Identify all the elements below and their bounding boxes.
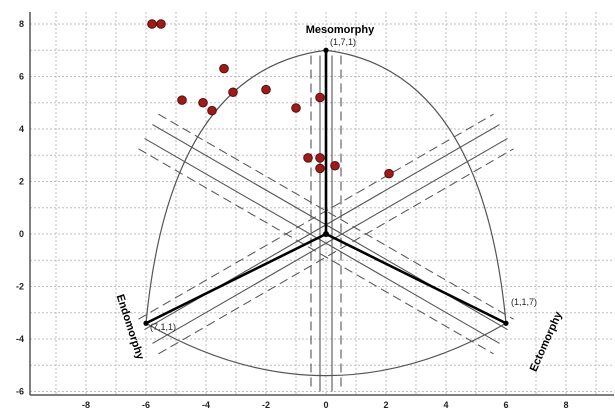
meso-vertex-label: (1,7,1) [330, 37, 356, 47]
data-point [291, 103, 301, 113]
y-tick-label: 0 [19, 229, 24, 239]
guide-line-dashed [138, 148, 494, 355]
x-tick-label: 4 [443, 400, 448, 410]
data-point [228, 87, 238, 98]
x-tick-label: 2 [383, 400, 388, 410]
y-tick-label: 2 [19, 177, 24, 187]
ecto-vertex-label: (1,1,7) [511, 297, 537, 307]
gridlines [29, 12, 614, 396]
data-point [315, 163, 325, 174]
y-tick-label: 6 [19, 72, 24, 82]
x-tick-label: -6 [142, 400, 150, 410]
data-point [303, 153, 313, 163]
data-point [156, 19, 166, 29]
x-tick-label: 8 [563, 400, 568, 410]
y-tick-label: -6 [16, 387, 24, 397]
ectomorphy-label: Ectomorphy [528, 309, 565, 373]
tick-labels: -8 -6 -4 -2 0 2 4 6 8 -6 -4 -2 0 2 4 6 8 [16, 19, 569, 410]
data-point [147, 19, 157, 29]
data-point [315, 153, 325, 163]
vertex-point [323, 47, 329, 53]
data-point [384, 168, 394, 179]
somatotype-axes [143, 47, 509, 326]
data-point [261, 84, 271, 95]
vertex-point [503, 320, 509, 326]
x-tick-label: 6 [503, 400, 508, 410]
x-tick-label: -4 [202, 400, 210, 410]
x-tick-label: 0 [323, 400, 328, 410]
y-tick-label: -4 [16, 334, 24, 344]
data-point [315, 92, 325, 103]
guide-line-solid [144, 137, 500, 344]
data-point [207, 105, 217, 116]
y-tick-label: -2 [16, 282, 24, 292]
outline-arc-bottom [145, 322, 507, 377]
endomorphy-label: Endomorphy [114, 293, 147, 362]
mesomorphy-label: Mesomorphy [306, 24, 375, 36]
data-point [177, 95, 187, 105]
y-tick-label: 8 [19, 19, 24, 29]
guide-line-dashed [158, 148, 514, 355]
somatochart-guides [138, 49, 514, 392]
outline-arc-right [325, 49, 507, 324]
guide-line-dashed [138, 113, 494, 320]
data-point [330, 160, 340, 171]
endo-vertex-label: (7,1,1) [150, 322, 176, 332]
data-points [147, 19, 394, 179]
guide-line-solid [152, 137, 508, 344]
vertex-point [143, 320, 149, 326]
guide-line-dashed [158, 113, 514, 320]
x-tick-label: -8 [82, 400, 90, 410]
data-point [198, 97, 208, 108]
endo-axis [145, 232, 327, 325]
y-tick-label: 4 [19, 124, 24, 134]
center-point [323, 231, 329, 237]
x-tick-label: -2 [262, 400, 270, 410]
outline-arc-left [145, 49, 327, 324]
data-point [219, 63, 229, 74]
ecto-axis [325, 232, 507, 325]
